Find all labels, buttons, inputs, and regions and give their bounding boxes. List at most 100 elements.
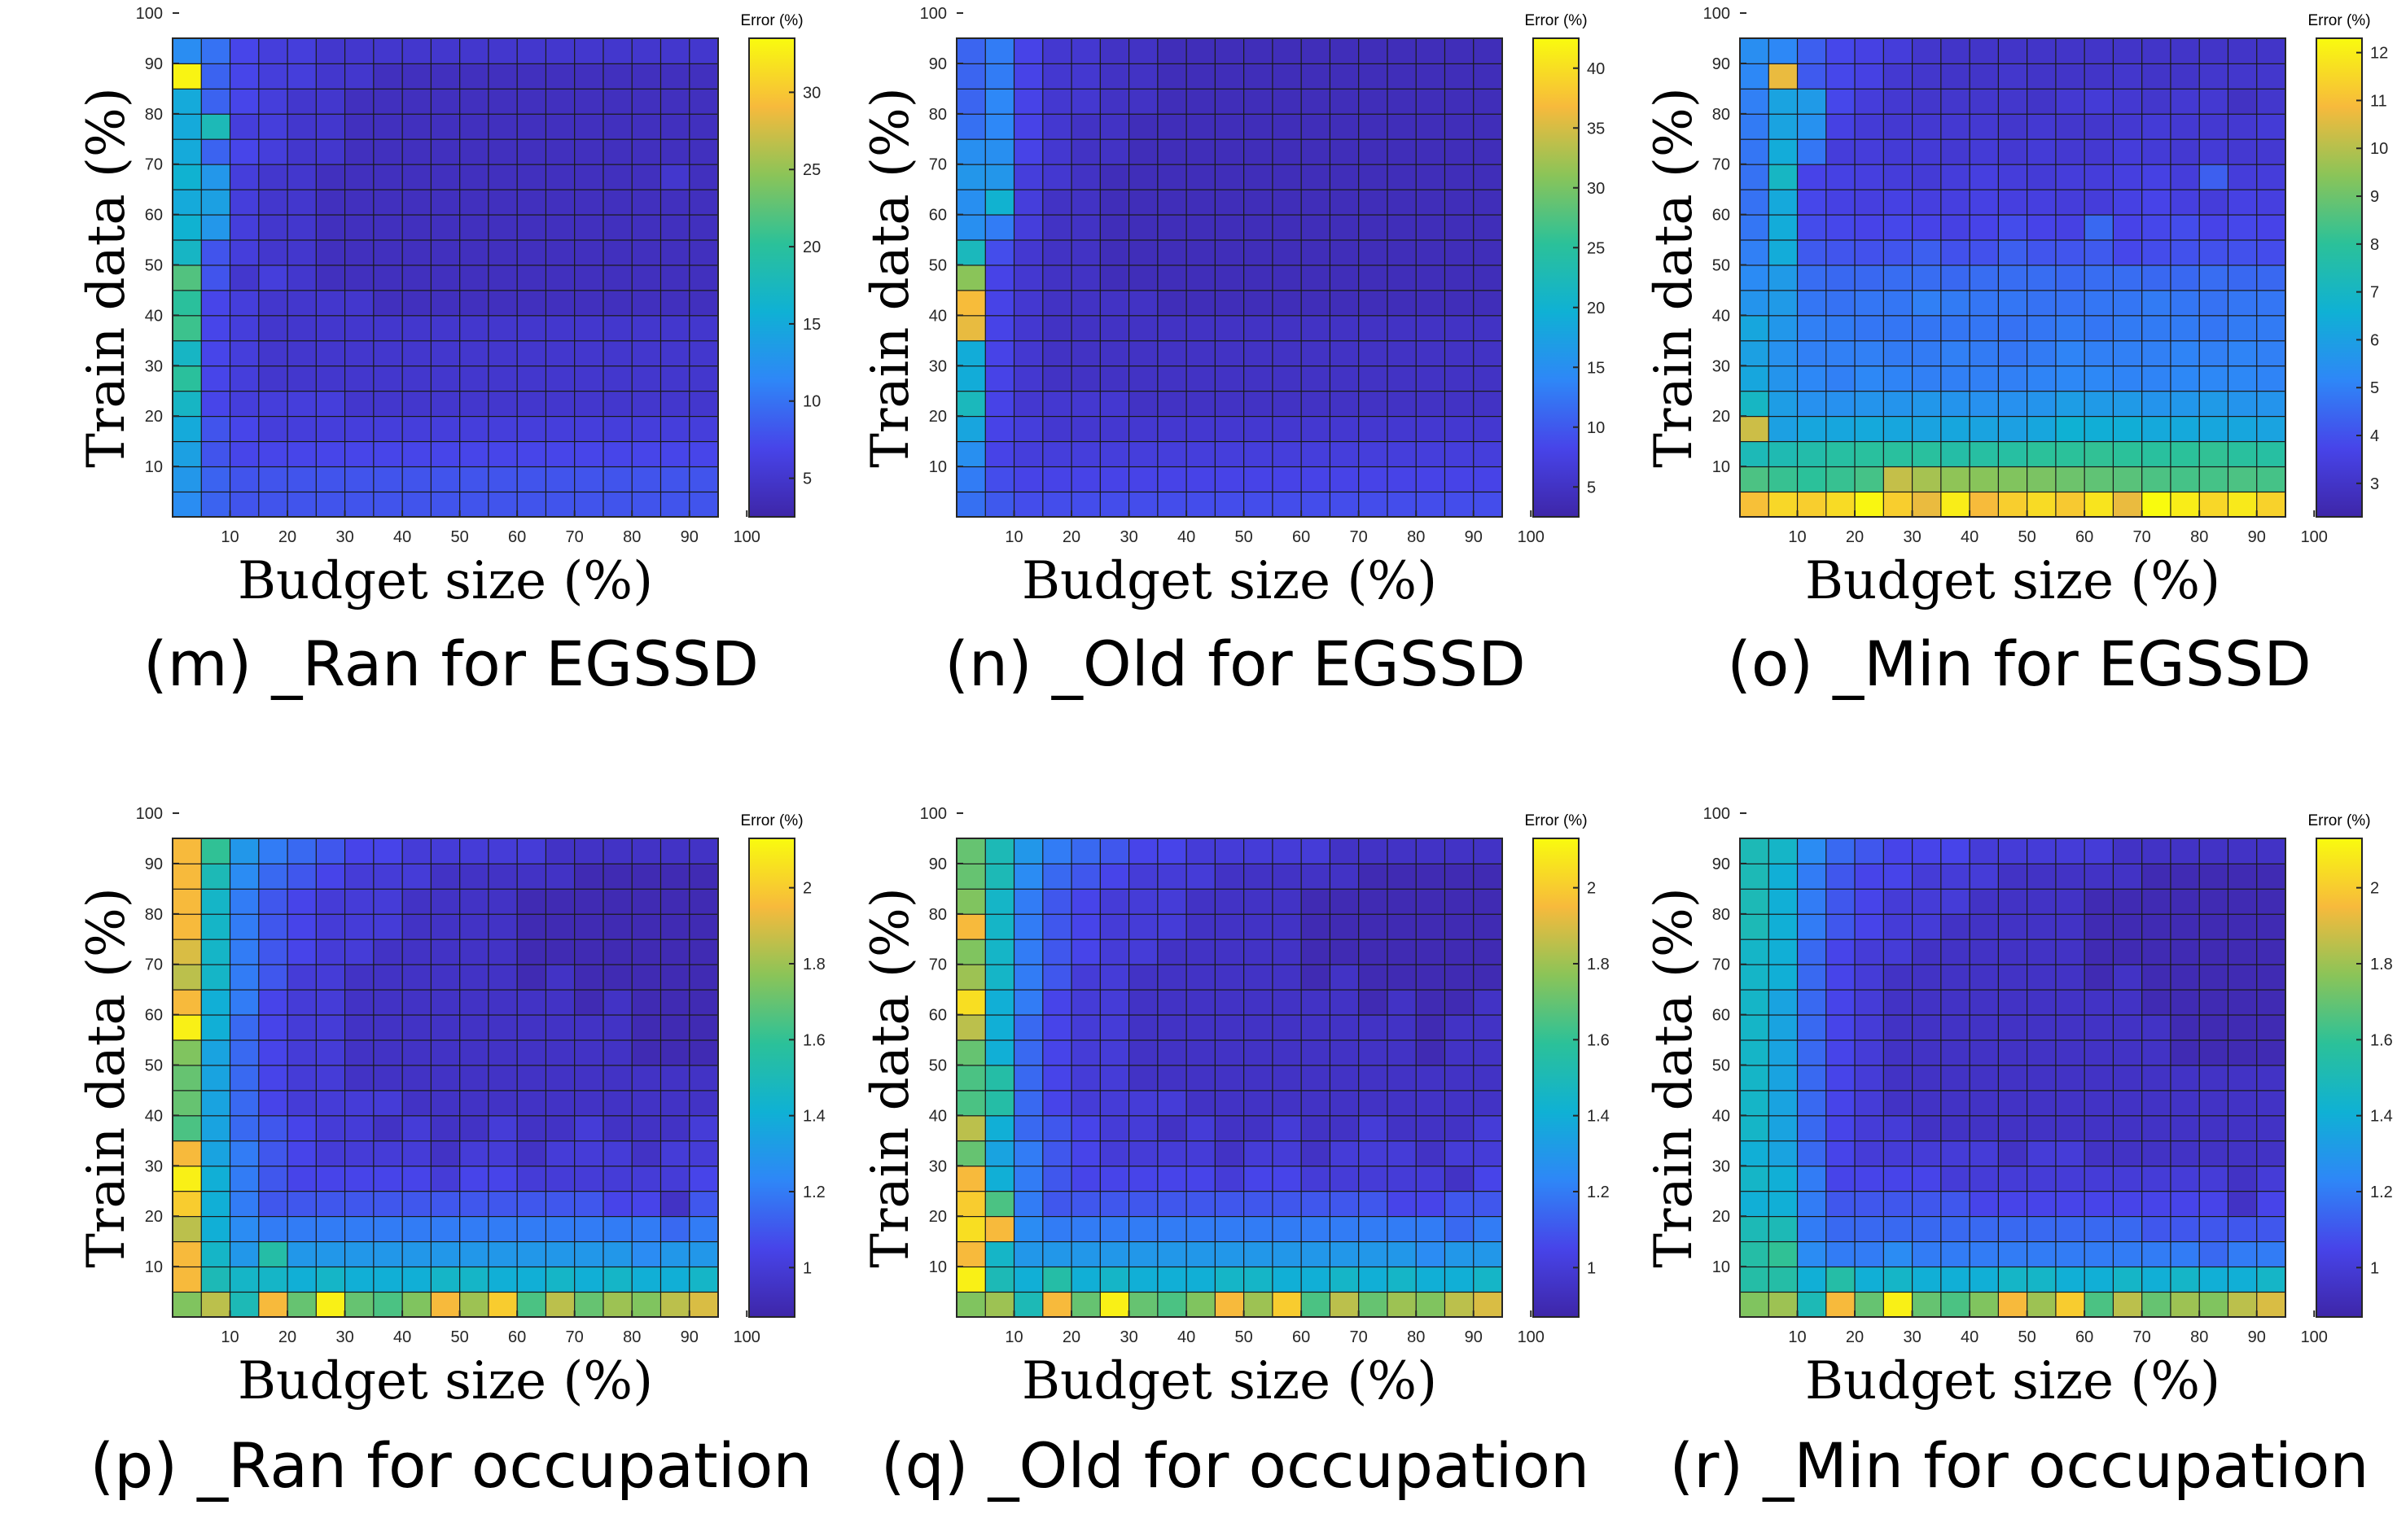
heatmap-cell — [1013, 1114, 1044, 1142]
heatmap-cell — [2055, 314, 2086, 342]
heatmap-cell — [1997, 863, 2028, 890]
heatmap-cell — [1882, 138, 1913, 165]
heatmap-cell — [1739, 1190, 1770, 1218]
heatmap-cell — [1387, 164, 1418, 190]
heatmap-cell — [172, 838, 203, 864]
heatmap-cell — [488, 138, 519, 165]
heatmap-cell — [287, 214, 318, 241]
heatmap-cell — [1013, 138, 1044, 165]
heatmap-cell — [1739, 1266, 1770, 1293]
heatmap-cell — [2112, 164, 2143, 190]
heatmap-cell — [1997, 989, 2028, 1016]
heatmap-cell — [603, 1039, 633, 1066]
heatmap-cell — [1214, 1215, 1245, 1243]
heatmap-cell — [1997, 365, 2028, 392]
heatmap-cell — [430, 1089, 461, 1117]
heatmap-cell — [1243, 314, 1273, 342]
heatmap-cell — [1882, 164, 1913, 190]
heatmap-cell — [574, 1039, 604, 1066]
heatmap-cell — [200, 339, 231, 367]
heatmap-cell — [229, 938, 260, 965]
heatmap-cell — [2141, 1190, 2171, 1218]
heatmap-cell — [2141, 440, 2171, 468]
heatmap-cell — [984, 390, 1015, 418]
heatmap-cell — [200, 1240, 231, 1268]
heatmap-cell — [689, 989, 719, 1016]
heatmap-cell — [1768, 913, 1799, 940]
heatmap-cell — [1128, 339, 1159, 367]
heatmap-cell — [545, 1089, 576, 1117]
heatmap-cell — [287, 415, 318, 443]
heatmap-cell — [258, 138, 289, 165]
heatmap-cell — [2170, 491, 2201, 518]
x-tick-label: 50 — [451, 1328, 469, 1346]
heatmap-cell — [2027, 863, 2057, 890]
heatmap-cell — [1825, 289, 1856, 317]
heatmap-cell — [1415, 964, 1446, 991]
y-tick-label: 90 — [1712, 855, 1730, 873]
x-tick-label: 10 — [221, 1328, 239, 1346]
heatmap-cell — [172, 913, 203, 940]
heatmap-cell — [1882, 339, 1913, 367]
heatmap-cell — [200, 138, 231, 165]
y-tick-label: 70 — [145, 156, 163, 174]
heatmap-cell — [1329, 415, 1360, 443]
heatmap-cell — [545, 189, 576, 216]
heatmap-cell — [1796, 913, 1827, 940]
heatmap-cell — [1796, 314, 1827, 342]
heatmap-cell — [603, 289, 633, 317]
heatmap-cell — [574, 1165, 604, 1192]
heatmap-cell — [1157, 466, 1188, 493]
heatmap-cell — [2256, 88, 2286, 115]
heatmap-cell — [574, 1240, 604, 1268]
heatmap-cell — [1969, 1114, 2000, 1142]
heatmap-cells — [956, 37, 1503, 518]
heatmap-cell — [660, 1266, 690, 1293]
heatmap-cell — [689, 390, 719, 418]
heatmap-cell — [1157, 964, 1188, 991]
heatmap-cell — [1825, 1240, 1856, 1268]
heatmap-cell — [1444, 37, 1475, 64]
heatmap-cell — [1243, 1215, 1273, 1243]
heatmap-cell — [2227, 365, 2258, 392]
heatmap-cell — [1768, 339, 1799, 367]
heatmap-cell — [344, 1266, 375, 1293]
heatmap-cell — [1739, 164, 1770, 190]
heatmap-cell — [1825, 1064, 1856, 1092]
heatmap-cell — [1739, 1140, 1770, 1167]
heatmap-cell — [1157, 1240, 1188, 1268]
heatmap-cell — [2170, 838, 2201, 864]
x-tick-label: 80 — [623, 528, 641, 546]
heatmap-cell — [956, 214, 987, 241]
heatmap-cell — [574, 365, 604, 392]
heatmap-cell — [2027, 1039, 2057, 1066]
heatmap-cell — [1358, 63, 1388, 90]
heatmap-cell — [660, 1014, 690, 1041]
colorbar-tick-label: 3 — [2370, 475, 2379, 493]
heatmap-cell — [1969, 1215, 2000, 1243]
heatmap-cell — [1185, 415, 1216, 443]
heatmap-cell — [2256, 466, 2286, 493]
heatmap-cell — [1997, 964, 2028, 991]
heatmap-cell — [2227, 1089, 2258, 1117]
colorbar-label: Error (%) — [740, 812, 803, 829]
heatmap-cell — [1042, 938, 1073, 965]
heatmap-cell — [2055, 964, 2086, 991]
heatmap-cell — [459, 164, 489, 190]
heatmap-cell — [2170, 1240, 2201, 1268]
heatmap-cell — [1042, 415, 1073, 443]
heatmap-cell — [200, 1165, 231, 1192]
heatmap-cell — [1882, 63, 1913, 90]
heatmap-cell — [315, 1240, 346, 1268]
heatmap-cell — [1473, 63, 1503, 90]
heatmap-cell — [1444, 238, 1475, 266]
heatmap-cell — [1042, 913, 1073, 940]
heatmap-cell — [603, 491, 633, 518]
heatmap-cell — [1444, 1140, 1475, 1167]
heatmap-cell — [287, 1140, 318, 1167]
heatmap-cell — [516, 113, 547, 140]
heatmap-cell — [660, 1089, 690, 1117]
heatmap-cell — [373, 1266, 404, 1293]
heatmap-cell — [1473, 838, 1503, 864]
heatmap-cell — [1796, 238, 1827, 266]
